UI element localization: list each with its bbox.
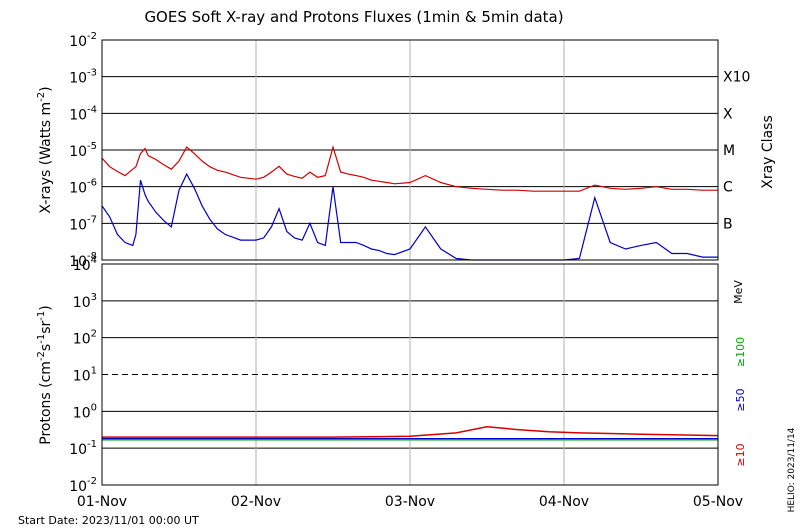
xray-ylabel-exponent: -2: [36, 92, 47, 102]
xray-class-label: M: [723, 143, 735, 159]
xray-y-tick-label: 10-2: [69, 31, 97, 50]
xray-class-label: X: [723, 106, 733, 122]
xray-y-tick-label: 10-5: [69, 141, 97, 160]
start-date-label: Start Date: 2023/11/01 00:00 UT: [18, 514, 199, 527]
proton-ylabel-sr: sr: [38, 320, 54, 333]
x-tick-label: 01-Nov: [77, 494, 127, 510]
xray-ylabel-main: X-rays (Watts m: [38, 102, 54, 214]
proton-ylabel-exp1: -2: [36, 351, 47, 361]
energy-channel-label: ≥100: [734, 337, 747, 367]
xray-y-tick-labels: 10-8 10-7 10-6 10-5 10-4 10-3 10-2: [69, 31, 97, 270]
xray-ylabel-close: ): [38, 86, 54, 91]
credit-label: HELIO: 2023/11/14: [787, 427, 797, 512]
energy-unit-label: MeV: [732, 280, 745, 304]
proton-y-tick-label: 10-1: [69, 439, 97, 458]
proton-10mev-series-line: [102, 426, 719, 438]
proton-ylabel-main: Protons (cm: [38, 361, 54, 445]
xray-class-axis-title: Xray Class: [760, 115, 776, 189]
x-tick-label: 03-Nov: [385, 494, 435, 510]
proton-y-tick-label: 10-2: [69, 476, 97, 495]
proton-ylabel-s: s: [38, 344, 54, 351]
proton-y-tick-label: 101: [73, 366, 97, 385]
xray-y-tick-label: 10-6: [69, 178, 97, 197]
proton-ylabel-close: ): [38, 305, 54, 310]
xray-y-tick-label: 10-3: [69, 68, 97, 87]
energy-channel-label: ≥10: [734, 443, 747, 466]
xray-long-series-line: [101, 144, 718, 192]
xray-y-tick-label: 10-4: [69, 104, 97, 123]
energy-channel-labels: ≥100 ≥50 ≥10: [734, 337, 747, 467]
proton-y-tick-label: 103: [73, 292, 97, 311]
xray-y-tick-label: 10-8: [69, 251, 97, 270]
proton-ylabel-exp3: -1: [36, 311, 47, 321]
x-tick-label: 05-Nov: [693, 494, 743, 510]
proton-series: [102, 426, 719, 441]
xray-class-label: X10: [723, 70, 750, 86]
x-tick-label: 02-Nov: [231, 494, 281, 510]
proton-panel-frame: [101, 263, 719, 486]
energy-channel-label: ≥50: [734, 388, 747, 411]
xray-y-tick-label: 10-7: [69, 214, 97, 233]
x-tick-labels: 01-Nov 02-Nov 03-Nov 04-Nov 05-Nov: [77, 494, 743, 510]
proton-y-tick-labels: 10-2 10-1 100 101 102 103 104: [69, 255, 97, 495]
proton-y-tick-label: 104: [73, 255, 97, 274]
xray-class-label: C: [723, 180, 733, 196]
proton-y-tick-label: 100: [73, 402, 97, 421]
proton-y-axis-label: Protons (cm-2s-1sr-1): [36, 305, 54, 444]
xray-day-gridlines: [255, 40, 565, 260]
xray-y-axis-label: X-rays (Watts m-2): [36, 86, 54, 213]
xray-class-label: B: [723, 216, 733, 232]
xray-class-labels: B C M X X10: [723, 70, 750, 233]
x-tick-label: 04-Nov: [539, 494, 589, 510]
proton-ylabel-exp2: -1: [36, 334, 47, 344]
proton-y-tick-label: 102: [73, 329, 97, 348]
proton-panel: 10-2 10-1 100 101 102 103 104 01-Nov 02-Nov 03-N…: [36, 255, 747, 510]
xray-panel: 10-8 10-7 10-6 10-5 10-4 10-3 10-2 B C M X X10 Xra…: [36, 31, 776, 270]
chart-title: GOES Soft X-ray and Protons Fluxes (1min…: [144, 8, 563, 26]
xray-panel-frame: [101, 39, 719, 261]
